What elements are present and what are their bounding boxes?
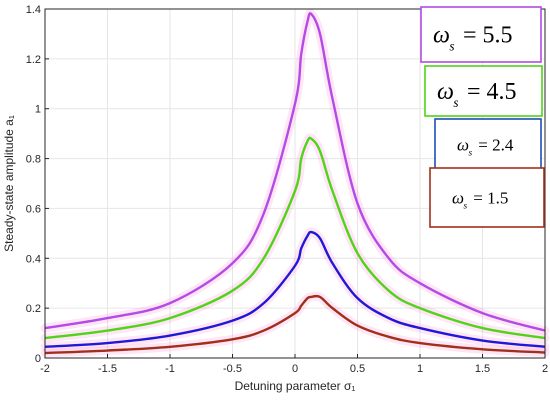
x-tick-label: -1.5 <box>98 363 117 375</box>
x-tick-label: 0.5 <box>350 363 365 375</box>
y-tick-labels: 0 0.2 0.4 0.6 0.8 1 1.2 1.4 <box>26 4 41 365</box>
x-tick-label: 1.5 <box>475 363 490 375</box>
y-tick-label: 1.4 <box>26 4 41 16</box>
series-line <box>44 136 546 340</box>
y-tick-label: 0.6 <box>26 203 41 215</box>
legend-symbol: ω <box>433 23 450 49</box>
axes <box>44 8 546 359</box>
legend-box <box>434 118 542 171</box>
legend-subscript: s <box>453 95 458 110</box>
legend-symbol: ω <box>452 188 464 207</box>
legend-box <box>420 6 542 63</box>
y-tick-label: 1.2 <box>26 54 41 66</box>
y-tick-label: 0 <box>35 353 41 365</box>
legend-item: ω s = 4.5 <box>424 65 543 117</box>
y-tick-label: 0.2 <box>26 303 41 315</box>
legend-value: = 1.5 <box>473 188 508 207</box>
series-lines <box>44 12 546 355</box>
x-tick-labels: -2 -1.5 -1 -0.5 0 0.5 1 1.5 2 <box>40 363 548 375</box>
legend-subscript: s <box>449 38 454 53</box>
legend-subscript: s <box>464 202 468 212</box>
series-line <box>44 230 546 348</box>
legend-item: ω s = 5.5 <box>420 6 542 63</box>
y-axis-label: Steady-state amplitude a₁ <box>2 115 16 252</box>
legend-value: = 2.4 <box>478 135 514 154</box>
legend-item: ω s = 1.5 <box>429 167 545 228</box>
x-tick-label: -2 <box>40 363 50 375</box>
x-axis-label: Detuning parameter σ₁ <box>235 379 356 393</box>
x-tick-label: -1 <box>165 363 175 375</box>
series-line <box>44 12 546 332</box>
x-tick-label: 0 <box>292 363 298 375</box>
legend-value: = 5.5 <box>463 23 513 49</box>
x-tick-label: 1 <box>417 363 423 375</box>
legend-subscript: s <box>469 149 473 159</box>
y-tick-label: 0.4 <box>26 253 41 265</box>
legend-value: = 4.5 <box>467 79 517 105</box>
x-tick-label: 2 <box>542 363 548 375</box>
series-line <box>44 294 546 355</box>
x-tick-label: -0.5 <box>223 363 242 375</box>
y-tick-label: 0.8 <box>26 154 41 166</box>
legend-box <box>424 65 543 117</box>
legend-symbol: ω <box>457 135 469 154</box>
legend: ω s = 5.5ω s = 4.5ω s = 2.4ω s = 1.5 <box>420 6 545 228</box>
legend-symbol: ω <box>437 79 454 105</box>
legend-box <box>429 167 545 228</box>
legend-item: ω s = 2.4 <box>434 118 542 171</box>
y-tick-label: 1 <box>35 104 41 116</box>
